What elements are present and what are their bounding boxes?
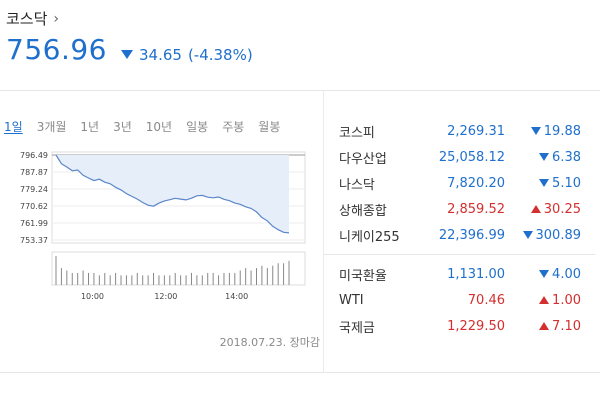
- divider-bottom: [0, 372, 600, 373]
- market-name: 국제금: [339, 320, 375, 336]
- tab-6[interactable]: 주봉: [222, 120, 245, 134]
- down-arrow-icon: [539, 153, 550, 161]
- price-row: 756.96 34.65 (-4.38%): [6, 33, 596, 66]
- market-value: 22,396.99: [438, 227, 505, 243]
- market-name: 나스닥: [339, 177, 375, 193]
- down-arrow-icon: [539, 179, 550, 187]
- market-change-value: 19.88: [543, 123, 581, 139]
- market-date: 2018.07.23. 장마감: [219, 336, 320, 349]
- market-row[interactable]: 코스피 2,269.31 19.88: [339, 118, 589, 144]
- market-change: 1.00: [505, 293, 581, 308]
- tab-7[interactable]: 월봉: [258, 120, 281, 134]
- change-value: 34.65: [138, 45, 182, 64]
- market-name: 코스피: [339, 125, 375, 141]
- market-value: 1,131.00: [447, 266, 505, 282]
- divider-top: [0, 90, 600, 91]
- list-separator: [323, 254, 595, 255]
- period-tabs: 1일 3개월 1년 3년 10년 일봉 주봉 월봉: [4, 118, 314, 135]
- tab-2[interactable]: 1년: [80, 120, 100, 134]
- market-name: 상해종합: [339, 203, 387, 219]
- market-change-value: 4.00: [552, 266, 581, 282]
- index-price: 756.96: [6, 33, 107, 66]
- y-tick-label: 779.24: [20, 185, 48, 194]
- market-name: 니케이255: [339, 229, 400, 245]
- y-tick-label: 787.87: [20, 168, 48, 177]
- market-change-value: 5.10: [552, 175, 581, 191]
- market-change-value: 1.00: [552, 292, 581, 308]
- market-value: 25,058.12: [438, 149, 505, 165]
- up-arrow-icon: [539, 322, 550, 330]
- y-tick-label: 796.49: [20, 151, 48, 160]
- market-value: 7,820.20: [447, 175, 505, 191]
- market-change: 4.00: [505, 267, 581, 282]
- down-arrow-icon: [120, 50, 133, 59]
- change-percent: (-4.38%): [187, 45, 253, 64]
- market-value: 1,229.50: [447, 318, 505, 334]
- tab-3[interactable]: 3년: [113, 120, 132, 134]
- divider-vertical: [323, 90, 324, 372]
- market-change-value: 6.38: [552, 149, 581, 165]
- up-arrow-icon: [539, 296, 550, 304]
- market-change: 300.89: [505, 228, 581, 243]
- y-tick-label: 770.62: [20, 202, 48, 211]
- index-name: 코스닥: [6, 10, 48, 28]
- index-title-link[interactable]: 코스닥 ›: [6, 8, 596, 29]
- market-row[interactable]: WTI 70.46 1.00: [339, 287, 589, 313]
- tab-4[interactable]: 10년: [145, 120, 173, 134]
- market-name: 다우산업: [339, 151, 387, 167]
- market-row[interactable]: 미국환율 1,131.00 4.00: [339, 261, 589, 287]
- index-change: 34.65 (-4.38%): [120, 45, 253, 64]
- market-list: 코스피 2,269.31 19.88 다우산업 25,058.12 6.38 나스닥 7,82…: [323, 118, 595, 339]
- market-change: 30.25: [505, 202, 581, 217]
- market-row[interactable]: 다우산업 25,058.12 6.38: [339, 144, 589, 170]
- tab-1[interactable]: 3개월: [36, 120, 67, 134]
- market-row[interactable]: 니케이255 22,396.99 300.89: [339, 222, 589, 248]
- market-value: 2,269.31: [447, 123, 505, 139]
- up-arrow-icon: [530, 205, 541, 213]
- down-arrow-icon: [539, 270, 550, 278]
- market-change-value: 300.89: [535, 227, 582, 243]
- down-arrow-icon: [522, 231, 533, 239]
- market-value: 70.46: [467, 292, 505, 308]
- market-change: 6.38: [505, 150, 581, 165]
- market-row[interactable]: 나스닥 7,820.20 5.10: [339, 170, 589, 196]
- x-tick-label: 14:00: [225, 292, 248, 301]
- market-row[interactable]: 국제금 1,229.50 7.10: [339, 313, 589, 339]
- market-change-value: 30.25: [543, 201, 581, 217]
- market-change: 19.88: [505, 124, 581, 139]
- market-change: 5.10: [505, 176, 581, 191]
- y-tick-label: 753.37: [20, 236, 48, 245]
- chart-frame: [51, 151, 306, 244]
- tab-0[interactable]: 1일: [4, 120, 23, 134]
- price-area: [56, 155, 289, 233]
- x-tick-label: 10:00: [81, 292, 104, 301]
- market-change: 7.10: [505, 319, 581, 334]
- market-value: 2,859.52: [447, 201, 505, 217]
- market-name: 미국환율: [339, 268, 387, 284]
- market-change-value: 7.10: [552, 318, 581, 334]
- market-row[interactable]: 상해종합 2,859.52 30.25: [339, 196, 589, 222]
- y-tick-label: 761.99: [20, 219, 48, 228]
- chevron-right-icon: ›: [53, 10, 60, 27]
- tab-5[interactable]: 일봉: [186, 120, 209, 134]
- index-header: 코스닥 › 756.96 34.65 (-4.38%): [6, 8, 596, 66]
- chart-svg: 796.49 787.87 779.24 770.62 761.99 753.37 10:0…: [20, 151, 306, 301]
- down-arrow-icon: [530, 127, 541, 135]
- market-name: WTI: [339, 292, 364, 308]
- index-chart: 796.49 787.87 779.24 770.62 761.99 753.37 10:0…: [0, 140, 320, 310]
- price-line: [55, 154, 290, 234]
- x-tick-label: 12:00: [154, 292, 177, 301]
- volume-frame: [51, 251, 306, 286]
